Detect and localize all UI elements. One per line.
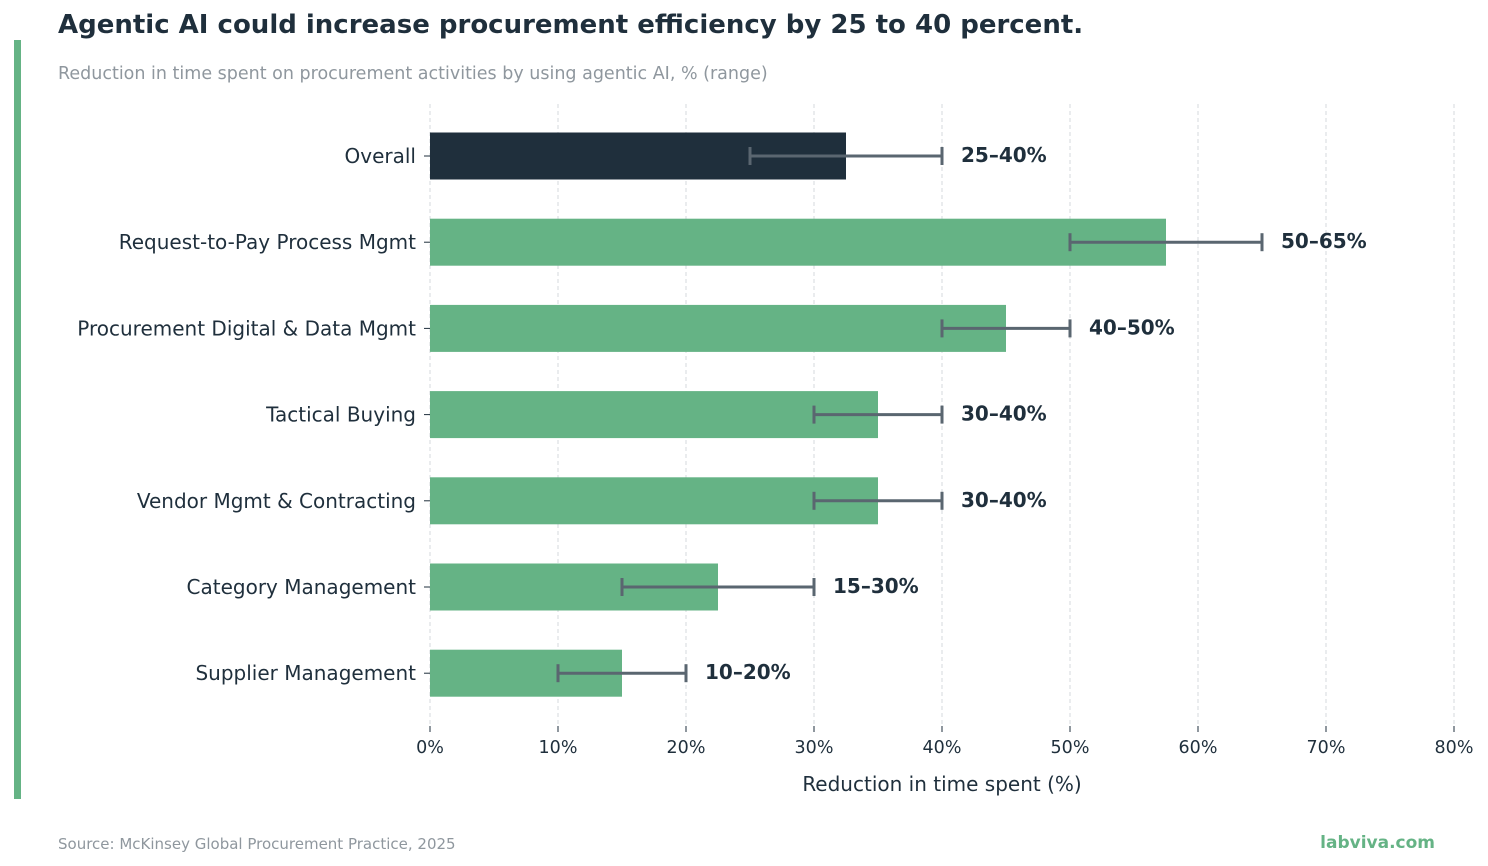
x-tick-label: 30% xyxy=(795,738,834,758)
range-label: 50–65% xyxy=(1281,229,1367,253)
bar xyxy=(430,304,1006,352)
x-axis-label: Reduction in time spent (%) xyxy=(802,772,1081,796)
bar xyxy=(430,477,878,525)
range-label: 40–50% xyxy=(1089,315,1175,339)
category-label: Vendor Mgmt & Contracting xyxy=(137,489,416,513)
range-label: 30–40% xyxy=(961,402,1047,426)
category-label: Overall xyxy=(345,144,416,168)
x-tick-label: 40% xyxy=(923,738,962,758)
category-label: Tactical Buying xyxy=(265,403,416,427)
x-axis: 0% 10% 20% 30% 40% 50% 60% 70% 80% Reduction in t… xyxy=(416,155,1474,796)
error-bars xyxy=(556,147,1264,683)
x-tick-label: 20% xyxy=(667,738,706,758)
accent-bar xyxy=(14,40,21,799)
brand-link[interactable]: labviva.com xyxy=(1320,833,1435,853)
x-tick-label: 50% xyxy=(1051,738,1090,758)
range-label: 15–30% xyxy=(833,574,919,598)
labels: Overall 25–40% Request-to-Pay Process Mgmt… xyxy=(77,143,1366,685)
x-tick-label: 0% xyxy=(416,738,444,758)
x-tick-label: 60% xyxy=(1179,738,1218,758)
x-tick-label: 70% xyxy=(1307,738,1346,758)
range-label: 25–40% xyxy=(961,143,1047,167)
chart-subtitle: Reduction in time spent on procurement a… xyxy=(58,64,768,84)
category-label: Procurement Digital & Data Mgmt xyxy=(77,316,416,340)
source-note: Source: McKinsey Global Procurement Prac… xyxy=(58,835,456,853)
bars xyxy=(430,132,1166,697)
category-label: Request-to-Pay Process Mgmt xyxy=(119,230,416,254)
x-tick-label: 80% xyxy=(1435,738,1474,758)
range-label: 10–20% xyxy=(705,660,791,684)
x-tick-label: 10% xyxy=(539,738,578,758)
chart-title: Agentic AI could increase procurement ef… xyxy=(58,10,1084,40)
range-label: 30–40% xyxy=(961,488,1047,512)
bar xyxy=(430,218,1166,266)
bar xyxy=(430,391,878,439)
category-label: Supplier Management xyxy=(195,661,416,685)
category-label: Category Management xyxy=(187,575,417,599)
